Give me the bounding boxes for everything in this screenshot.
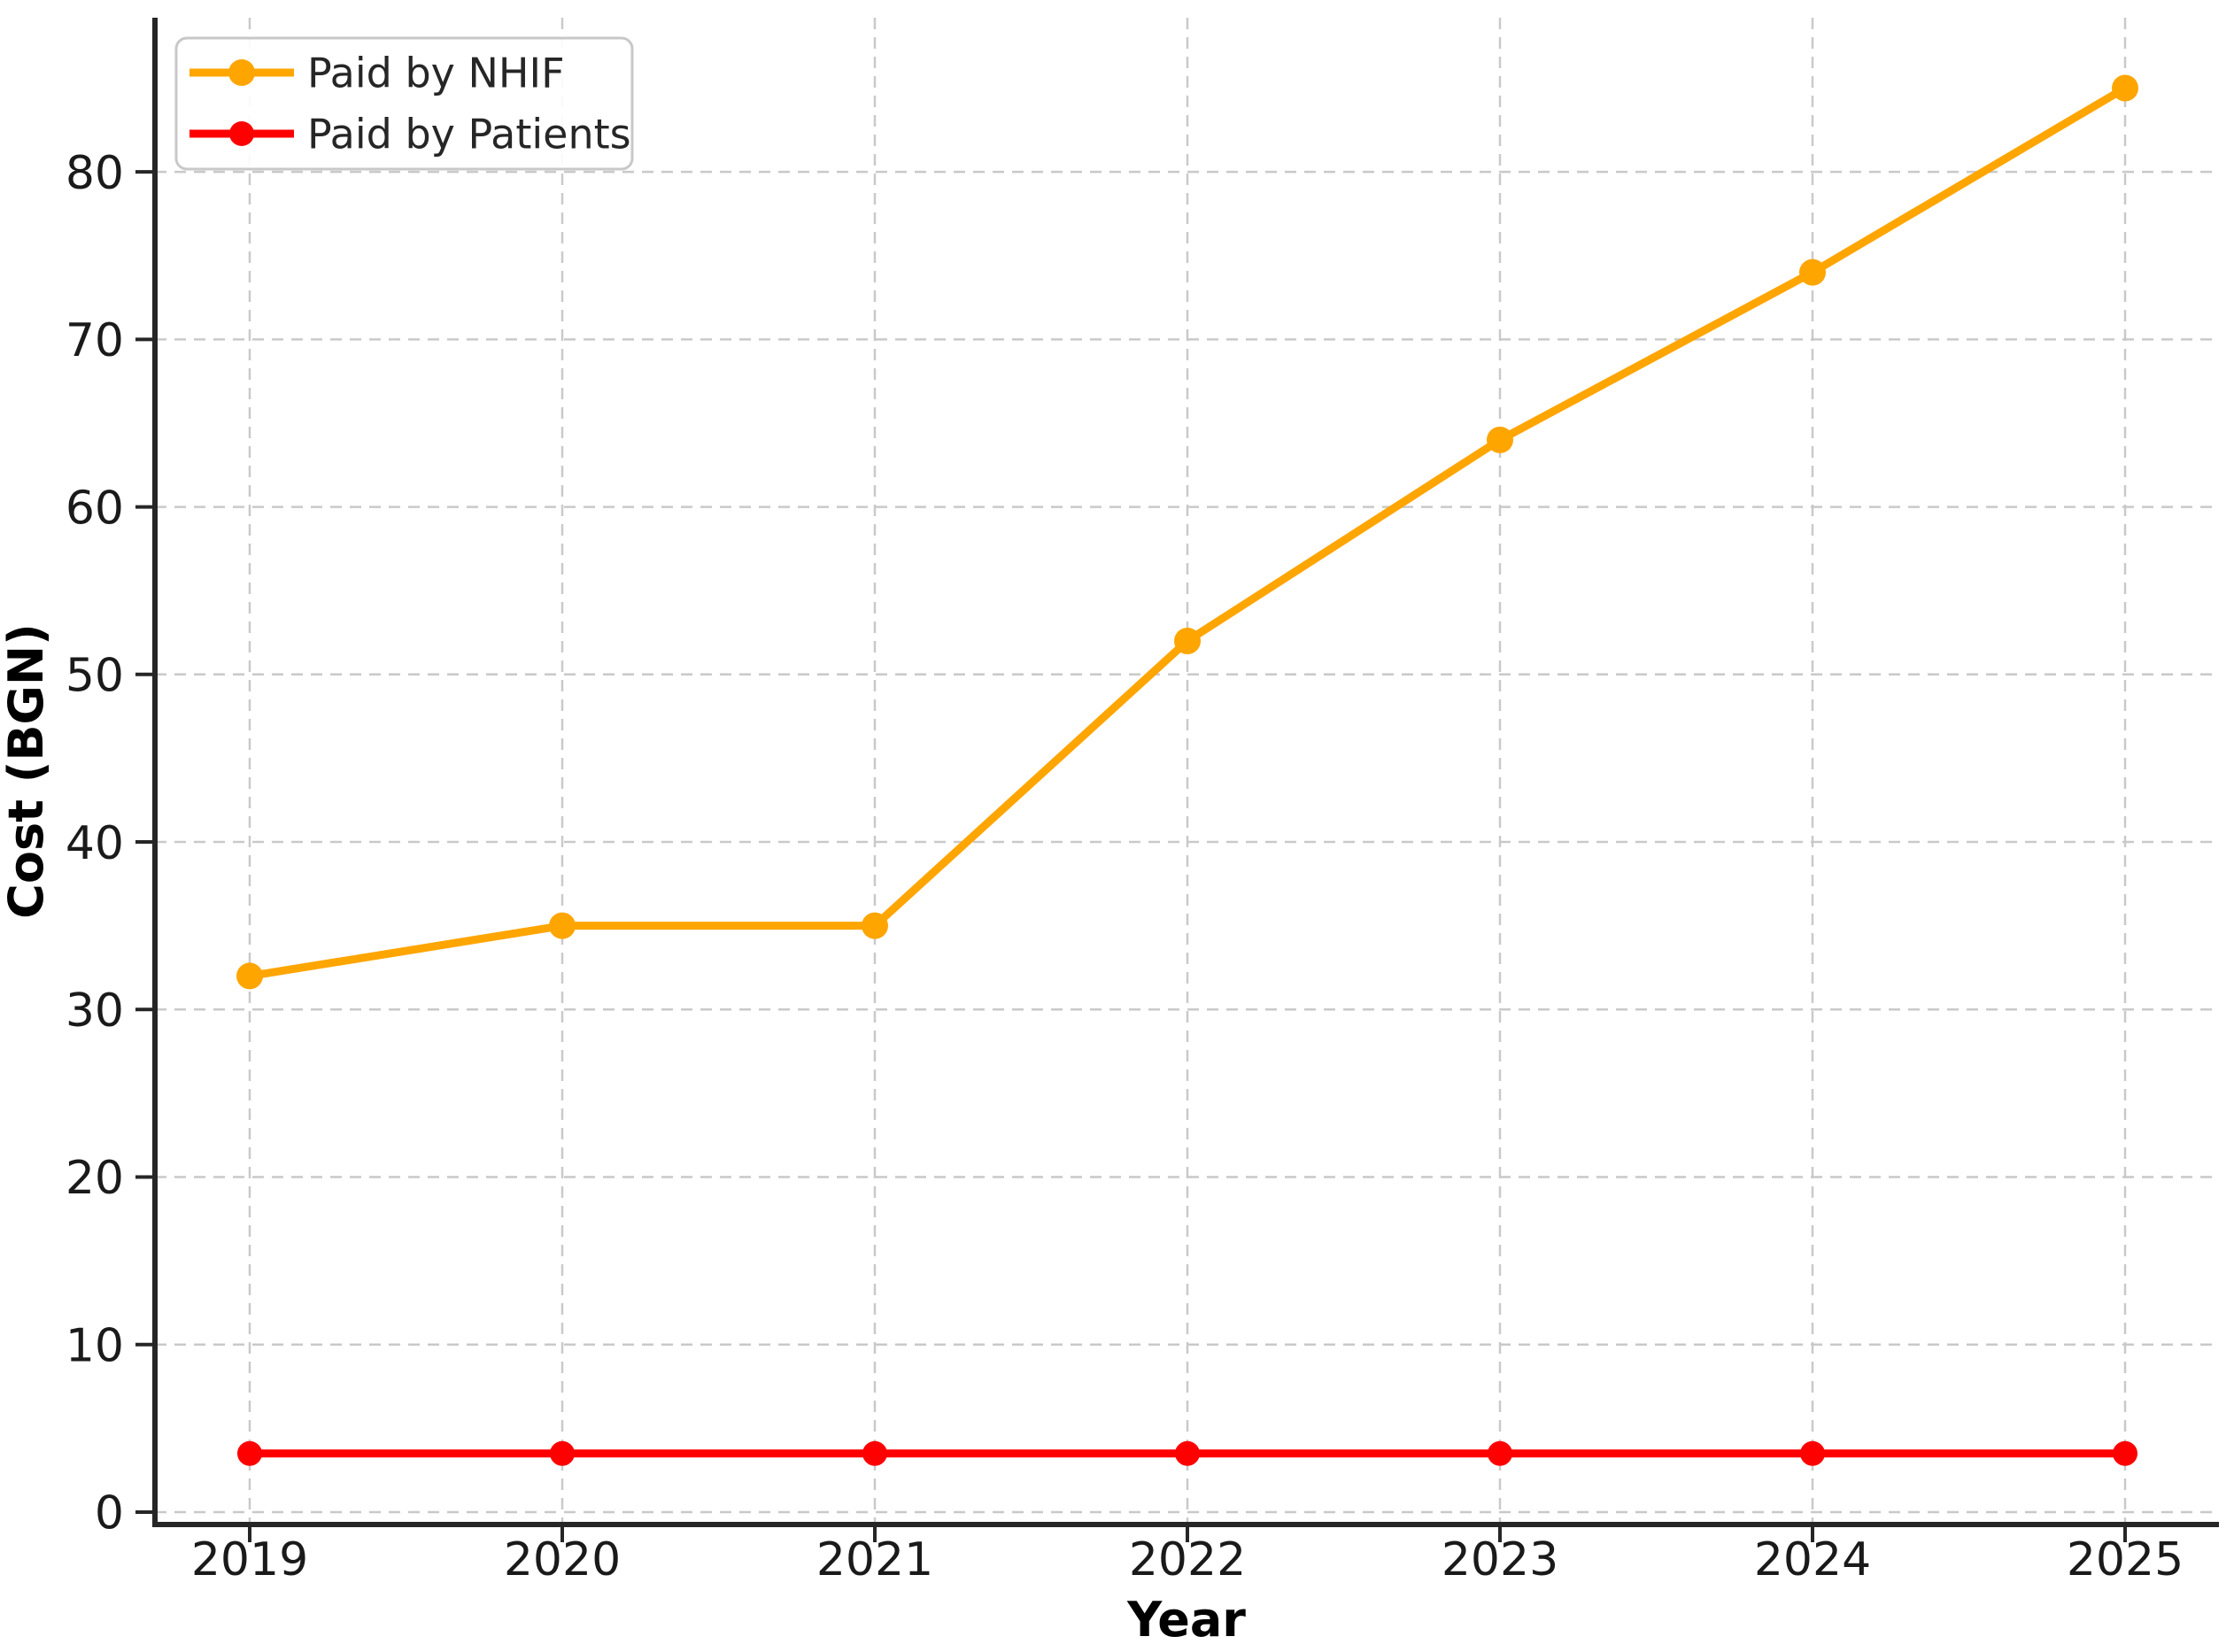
x-tick-label: 2023 <box>1442 1533 1558 1586</box>
x-tick-label: 2019 <box>191 1533 308 1586</box>
y-tick-label: 40 <box>66 817 124 870</box>
y-tick-label: 0 <box>95 1487 124 1540</box>
data-point-marker <box>1175 1440 1200 1466</box>
legend-sample-marker <box>228 59 255 86</box>
legend-item: Paid by NHIF <box>189 50 565 97</box>
y-tick-label: 80 <box>66 147 124 200</box>
legend-item-label: Paid by Patients <box>307 111 631 158</box>
x-tick-label: 2020 <box>504 1533 621 1586</box>
data-point-marker <box>237 1440 262 1466</box>
data-point-marker <box>2113 1440 2137 1466</box>
y-tick-label: 30 <box>66 984 124 1038</box>
legend-layer: Paid by NHIF Paid by Patients <box>174 36 634 171</box>
y-tick-label: 20 <box>66 1152 124 1205</box>
data-point-marker <box>1174 627 1201 654</box>
y-tick-label: 10 <box>66 1319 124 1372</box>
data-point-marker <box>1799 259 1826 286</box>
y-tick-label: 50 <box>66 650 124 703</box>
data-point-marker <box>2112 74 2138 102</box>
x-tick-label: 2025 <box>2067 1533 2184 1586</box>
x-tick-label: 2022 <box>1129 1533 1246 1586</box>
y-axis-title: Cost (BGN) <box>0 623 54 919</box>
y-tick-label: 70 <box>66 314 124 367</box>
data-point-marker <box>1488 1440 1512 1466</box>
x-tick-label: 2024 <box>1754 1533 1871 1586</box>
x-axis-title: Year <box>1126 1592 1246 1648</box>
legend-item-label: Paid by NHIF <box>307 50 565 97</box>
y-tick-label: 60 <box>66 482 124 535</box>
data-point-marker <box>862 1440 887 1466</box>
series-layer <box>236 74 2138 1466</box>
data-point-marker <box>1487 426 1513 453</box>
data-point-marker <box>862 912 888 939</box>
legend-sample-marker <box>229 121 254 146</box>
data-point-marker <box>549 912 576 939</box>
grid-layer <box>155 18 2219 1525</box>
x-tick-label: 2021 <box>816 1533 933 1586</box>
data-point-marker <box>550 1440 575 1466</box>
axes-layer: 0 10 20 30 40 50 60 70 80 2019 2020 2021 2022 2023 202… <box>66 18 2219 1586</box>
legend-item: Paid by Patients <box>189 111 631 158</box>
data-point-marker <box>1800 1440 1825 1466</box>
data-point-marker <box>236 962 263 990</box>
